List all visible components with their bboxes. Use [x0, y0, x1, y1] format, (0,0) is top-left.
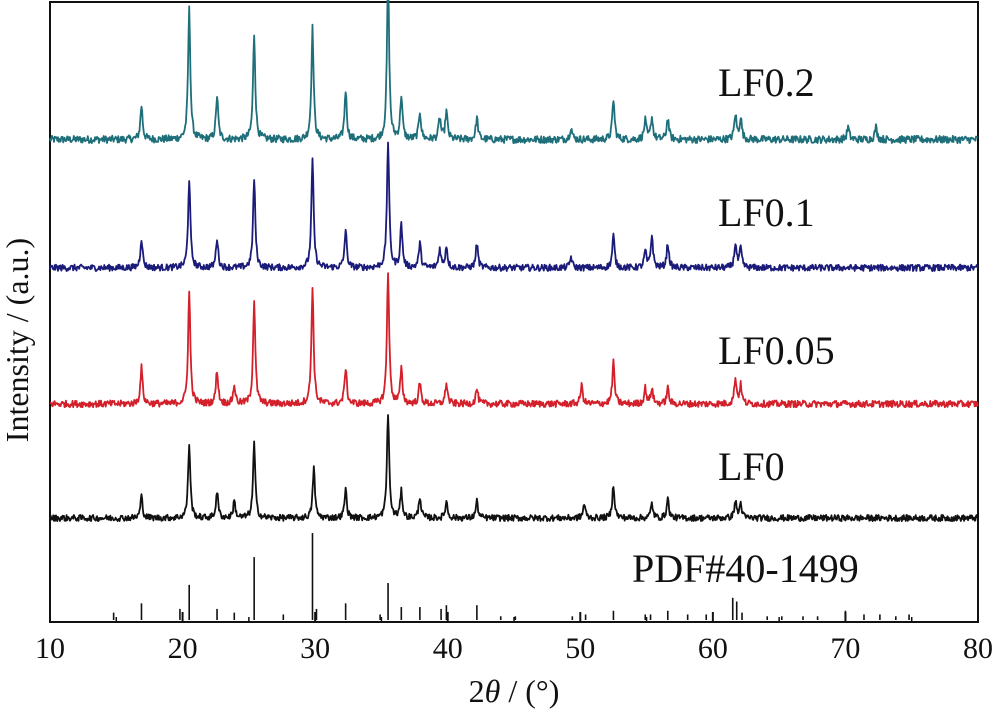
series-label: PDF#40-1499 — [632, 546, 859, 591]
x-tick-label: 10 — [35, 632, 65, 665]
x-tick-label: 30 — [300, 632, 330, 665]
reference-sticks — [112, 533, 910, 620]
x-tick-label: 40 — [433, 632, 463, 665]
series-label: LF0.05 — [718, 328, 835, 373]
x-tick-label: 20 — [168, 632, 198, 665]
y-axis-title: Intensity / (a.u.) — [0, 238, 35, 442]
series-line-lf0-2 — [49, 0, 979, 145]
x-ticks: 10 20 30 40 50 60 70 80 — [35, 612, 993, 665]
series-layer — [49, 0, 979, 620]
series-label: LF0.1 — [718, 190, 815, 235]
series-labels: LF0.2 LF0.1 LF0.05 LF0 PDF#40-1499 — [632, 60, 859, 591]
x-tick-label: 80 — [963, 632, 993, 665]
series-line-lf0-05 — [49, 272, 979, 409]
x-tick-label: 50 — [565, 632, 595, 665]
x-axis-title-suffix: / (°) — [500, 673, 559, 709]
x-tick-label: 70 — [830, 632, 860, 665]
series-line-lf0 — [49, 414, 979, 523]
series-line-lf0-1 — [49, 141, 979, 272]
series-label: LF0.2 — [718, 60, 815, 105]
x-tick-label: 60 — [698, 632, 728, 665]
x-axis-title-theta: θ — [485, 673, 501, 709]
series-label: LF0 — [718, 444, 785, 489]
x-axis-title: 2θ / (°) — [469, 673, 560, 709]
x-axis-title-prefix: 2 — [469, 673, 485, 709]
